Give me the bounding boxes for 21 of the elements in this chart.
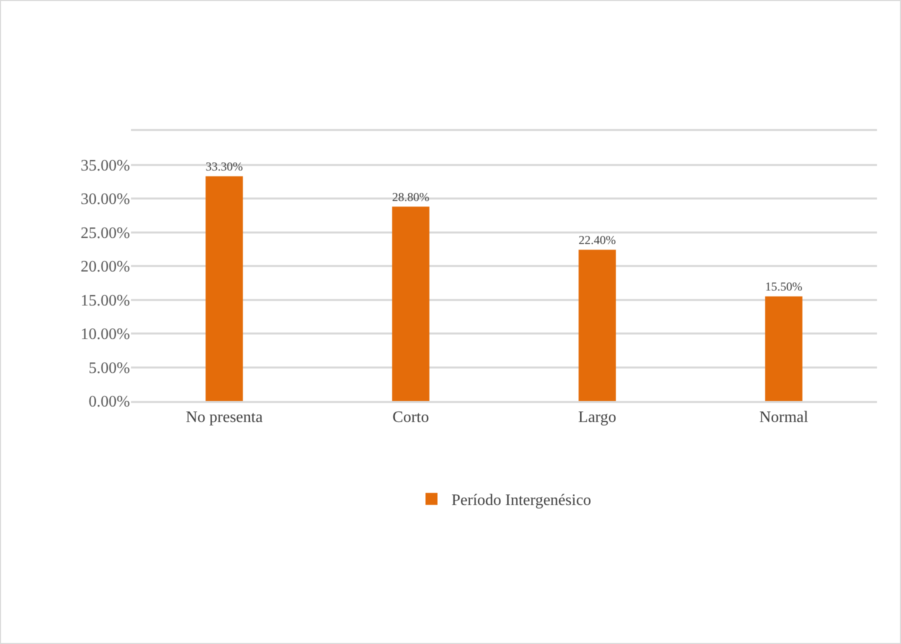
y-tick-label: 30.00%: [80, 191, 130, 208]
y-tick-label: 15.00%: [80, 292, 130, 310]
bar: [206, 176, 243, 401]
y-tick-label: 10.00%: [80, 326, 130, 344]
x-tick-label: Largo: [578, 408, 616, 426]
y-tick-label: 20.00%: [80, 258, 130, 276]
y-tick-label: 0.00%: [88, 394, 130, 411]
data-label: 28.80%: [392, 190, 430, 204]
legend-label: Período Intergenésico: [452, 492, 592, 510]
bar: [765, 296, 802, 401]
data-label: 22.40%: [578, 232, 616, 247]
bar: [392, 206, 430, 401]
y-tick-label: 35.00%: [80, 157, 130, 174]
x-tick-label: Corto: [392, 408, 429, 426]
bar: [578, 250, 616, 401]
x-tick-label: Normal: [759, 408, 809, 426]
x-tick-label: No presenta: [186, 408, 263, 426]
data-label: 33.30%: [206, 159, 243, 174]
y-tick-label: 25.00%: [80, 224, 130, 242]
y-tick-label: 5.00%: [88, 360, 130, 377]
data-label: 15.50%: [765, 280, 802, 294]
